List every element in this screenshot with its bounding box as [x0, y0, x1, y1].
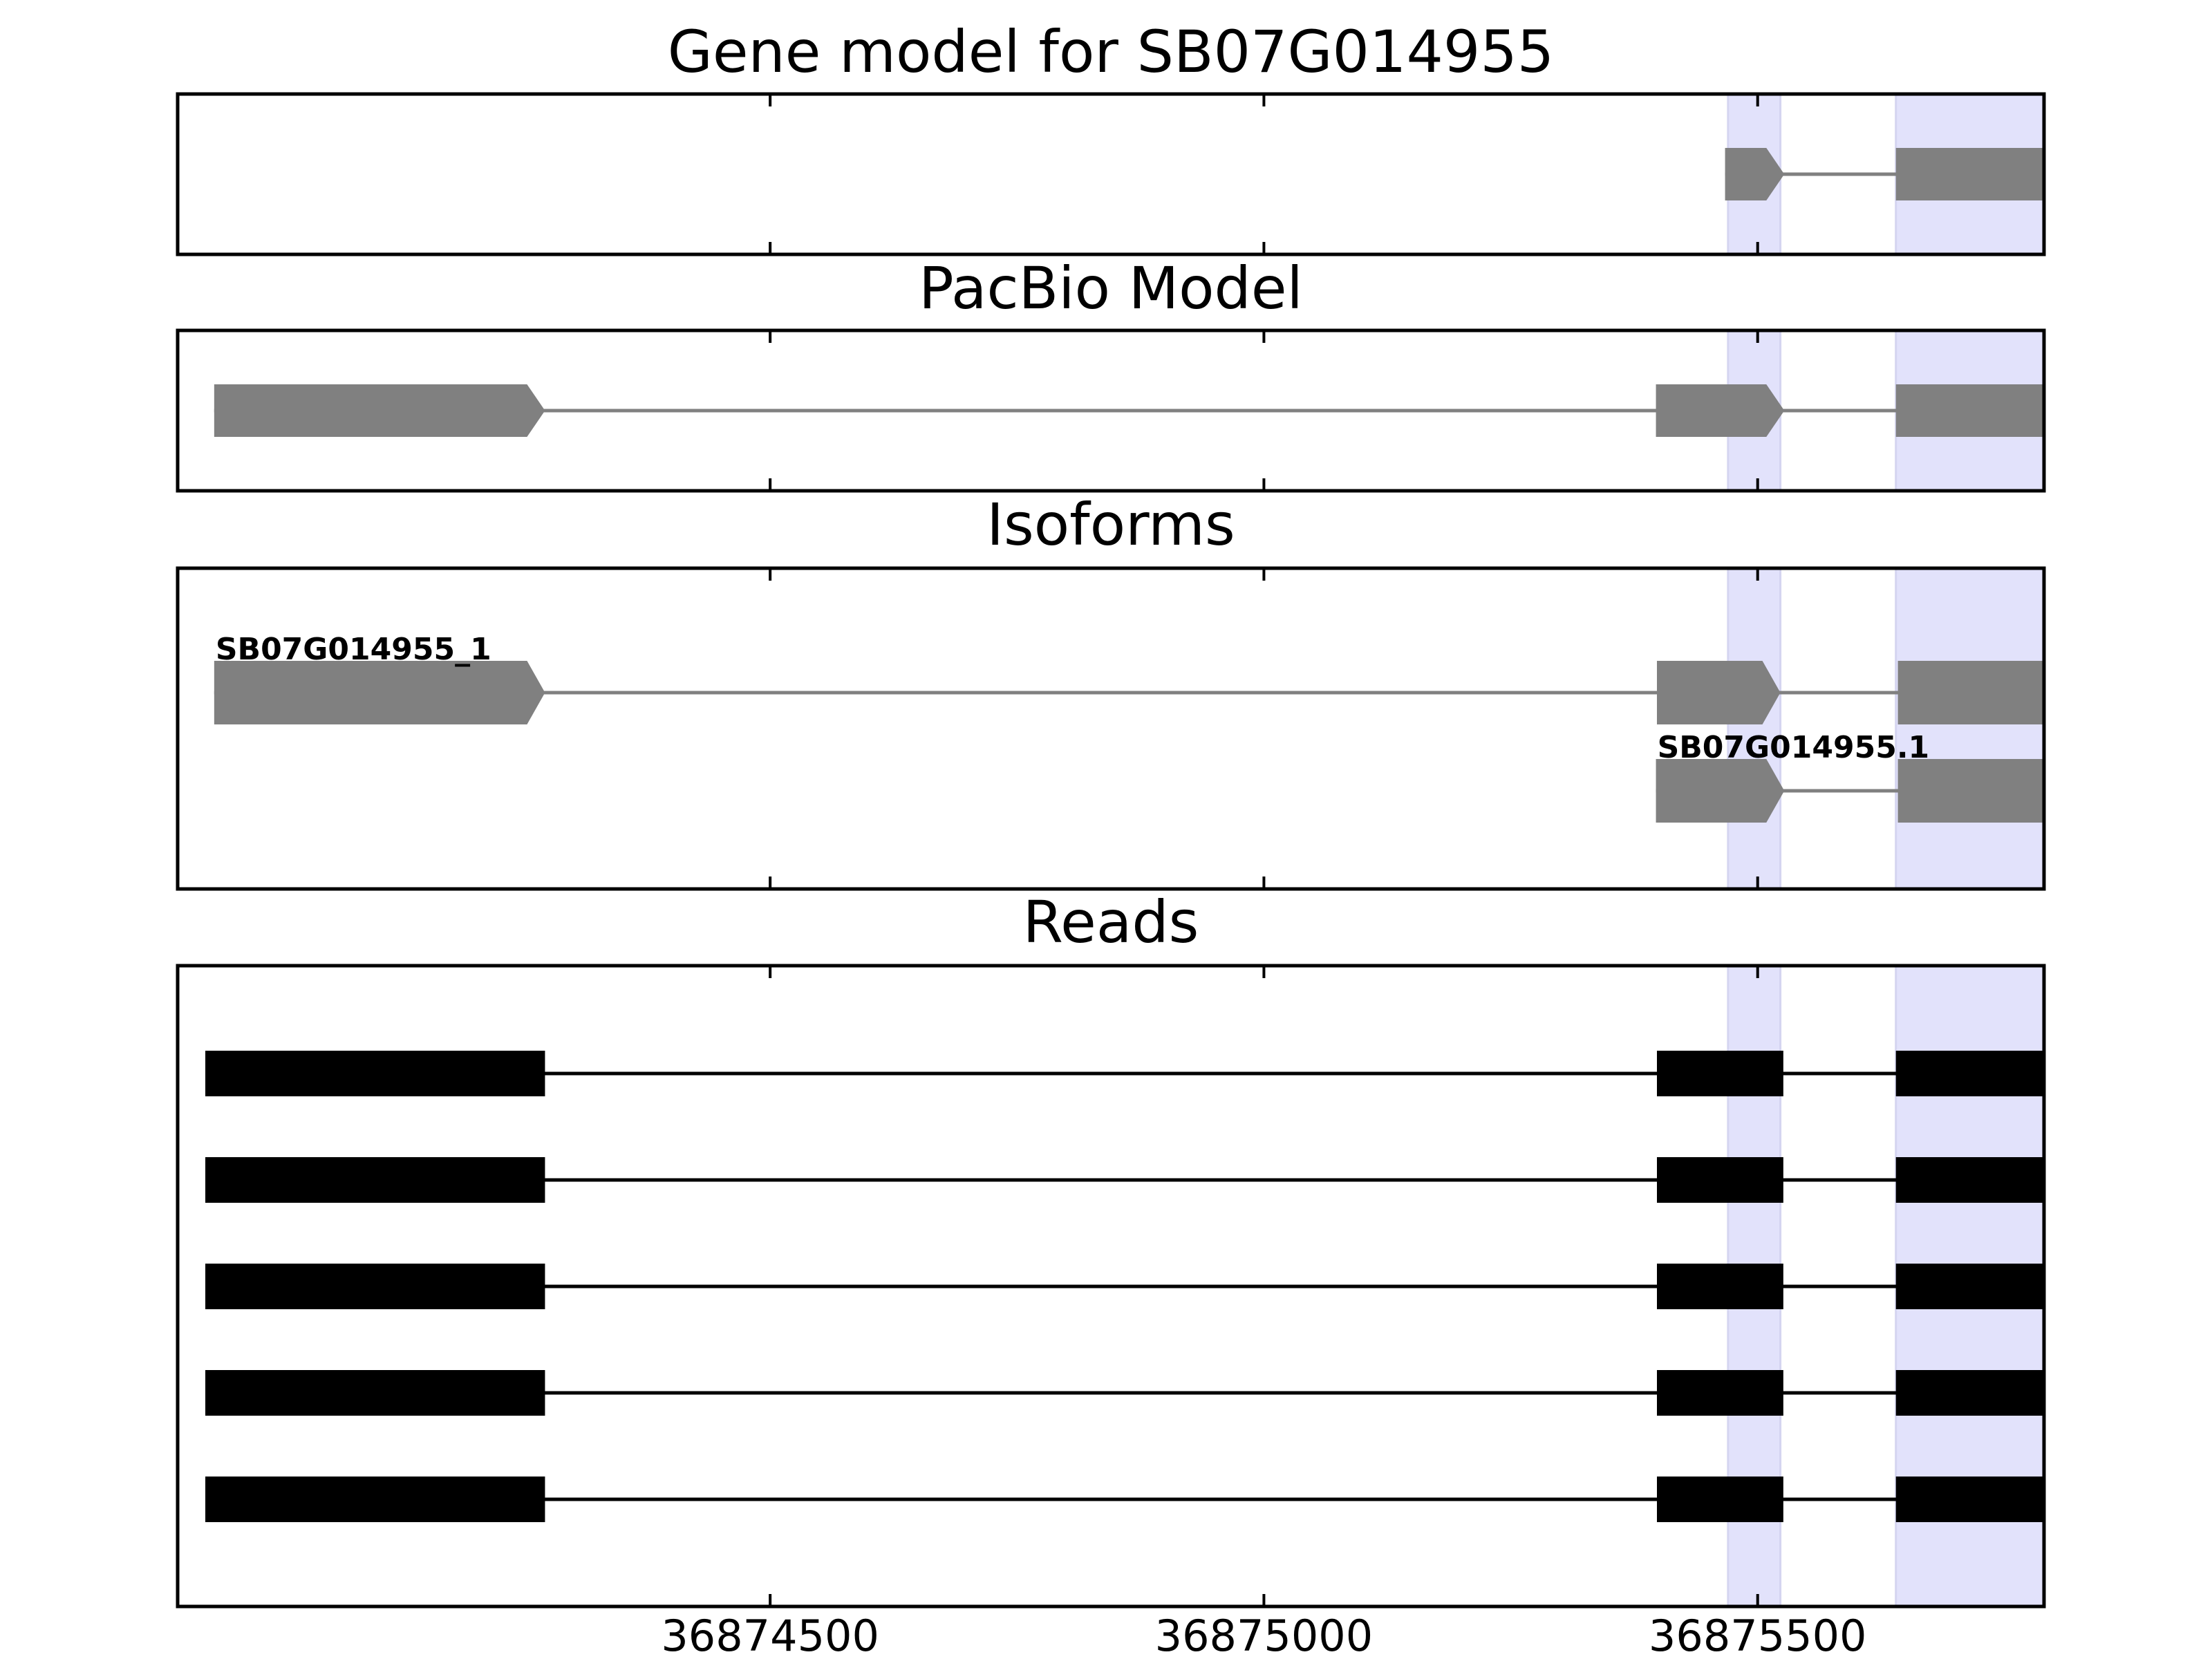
panel-plot-area — [214, 329, 2044, 492]
panel-title-pacbio-model: PacBio Model — [919, 254, 1303, 322]
isoform-label: SB07G014955_1 — [216, 632, 491, 667]
read-exon-block — [1657, 1051, 1783, 1096]
read-exon-block — [1895, 1157, 2044, 1203]
panel-frame — [176, 964, 2046, 1609]
read-exon-block — [1895, 1051, 2044, 1096]
exon-arrow — [214, 661, 545, 724]
x-tick-label: 36875000 — [1155, 1611, 1374, 1659]
chart-marks: SB07G014955_1 SB07G014955.1 36874500 368750… — [176, 92, 2046, 1659]
panel-gene-model: Gene model for SB07G014955 — [668, 18, 1554, 86]
x-tick-label: 36875500 — [1649, 1611, 1867, 1659]
exon-arrow — [1725, 148, 1785, 200]
highlight-band — [1727, 567, 1782, 890]
read-exon-block — [1895, 1370, 2044, 1416]
read-exon-block — [205, 1370, 545, 1416]
exon-arrow — [1895, 148, 2044, 200]
panel-plot-area — [205, 964, 2044, 1608]
panel-plot-area — [214, 567, 2044, 890]
exon-arrow — [1897, 661, 2044, 724]
read-exon-block — [205, 1264, 545, 1309]
exon-arrow — [1895, 384, 2044, 437]
panel-title-isoforms: Isoforms — [986, 491, 1235, 559]
read-exon-block — [1657, 1477, 1783, 1522]
exon-arrow — [214, 384, 545, 437]
x-tick-label: 36874500 — [661, 1611, 879, 1659]
read-exon-block — [1657, 1157, 1783, 1203]
read-exon-block — [1657, 1370, 1783, 1416]
read-exon-block — [205, 1051, 545, 1096]
panel-title-gene-model: Gene model for SB07G014955 — [668, 18, 1554, 86]
panel-isoforms: Isoforms — [986, 491, 1235, 559]
exon-arrow — [1657, 661, 1781, 724]
exon-arrow — [1897, 759, 2044, 823]
exon-arrow — [1656, 759, 1785, 823]
isoform-label: SB07G014955.1 — [1658, 730, 1930, 765]
read-exon-block — [1895, 1477, 2044, 1522]
panel-frame — [176, 92, 2046, 256]
panel-pacbio-model: PacBio Model — [919, 254, 1303, 322]
exon-arrow — [1656, 384, 1785, 437]
read-exon-block — [1657, 1264, 1783, 1309]
panel-frame — [176, 328, 2046, 493]
read-exon-block — [205, 1477, 545, 1522]
read-exon-block — [205, 1157, 545, 1203]
panel-reads: Reads — [1023, 888, 1199, 956]
panel-frame — [176, 566, 2046, 891]
panel-title-reads: Reads — [1023, 888, 1199, 956]
panel-plot-area — [1725, 93, 2044, 256]
highlight-band — [1895, 567, 2044, 890]
read-exon-block — [1895, 1264, 2044, 1309]
